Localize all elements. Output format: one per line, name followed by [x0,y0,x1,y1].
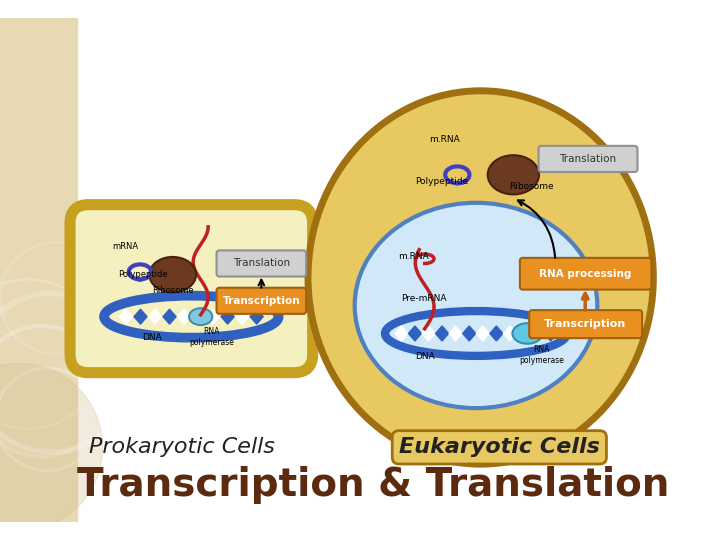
Ellipse shape [513,323,542,344]
Polygon shape [395,326,408,341]
Text: Polypeptide: Polypeptide [119,271,168,280]
Text: Transcription: Transcription [222,296,300,306]
FancyBboxPatch shape [520,258,652,289]
Polygon shape [120,309,132,324]
Text: RNA processing: RNA processing [539,269,631,279]
Polygon shape [490,326,503,341]
Polygon shape [531,326,544,341]
Polygon shape [148,309,161,324]
Polygon shape [476,326,490,341]
Polygon shape [207,309,220,324]
Ellipse shape [189,308,212,325]
Text: RNA
polymerase: RNA polymerase [519,345,564,366]
Text: Ribosome: Ribosome [508,182,553,191]
Polygon shape [163,309,176,324]
Text: Translation: Translation [233,259,290,268]
Polygon shape [408,326,421,341]
Polygon shape [192,309,205,324]
FancyBboxPatch shape [217,251,306,276]
Polygon shape [449,326,462,341]
FancyBboxPatch shape [217,288,306,314]
Polygon shape [503,326,516,341]
Ellipse shape [355,203,598,408]
Text: Prokaryotic Cells: Prokaryotic Cells [89,437,275,457]
Text: Transcription & Translation: Transcription & Translation [77,465,670,504]
Polygon shape [422,326,435,341]
Text: Translation: Translation [559,154,616,164]
Polygon shape [178,309,191,324]
Circle shape [0,363,103,531]
Text: RNA
polymerase: RNA polymerase [189,327,234,347]
Text: mRNA: mRNA [112,242,138,252]
Ellipse shape [149,257,196,292]
Text: m.RNA: m.RNA [399,252,429,261]
Polygon shape [250,309,264,324]
Polygon shape [517,326,530,341]
Text: Polypeptide: Polypeptide [415,177,469,186]
Ellipse shape [487,155,539,194]
Polygon shape [463,326,476,341]
Text: Eukaryotic Cells: Eukaryotic Cells [399,437,600,457]
FancyBboxPatch shape [539,146,637,172]
Text: DNA: DNA [143,333,162,342]
Text: Pre-mRNA: Pre-mRNA [401,294,447,303]
Text: Ribosome: Ribosome [152,286,194,295]
Polygon shape [221,309,234,324]
Text: DNA: DNA [415,352,435,361]
FancyBboxPatch shape [529,310,642,338]
FancyBboxPatch shape [70,205,312,373]
Polygon shape [436,326,449,341]
Polygon shape [235,309,248,324]
Polygon shape [544,326,557,341]
Polygon shape [134,309,147,324]
Ellipse shape [308,91,653,464]
Bar [0,18,77,522]
Text: Transcription: Transcription [544,319,626,329]
Text: m.RNA: m.RNA [429,135,460,144]
